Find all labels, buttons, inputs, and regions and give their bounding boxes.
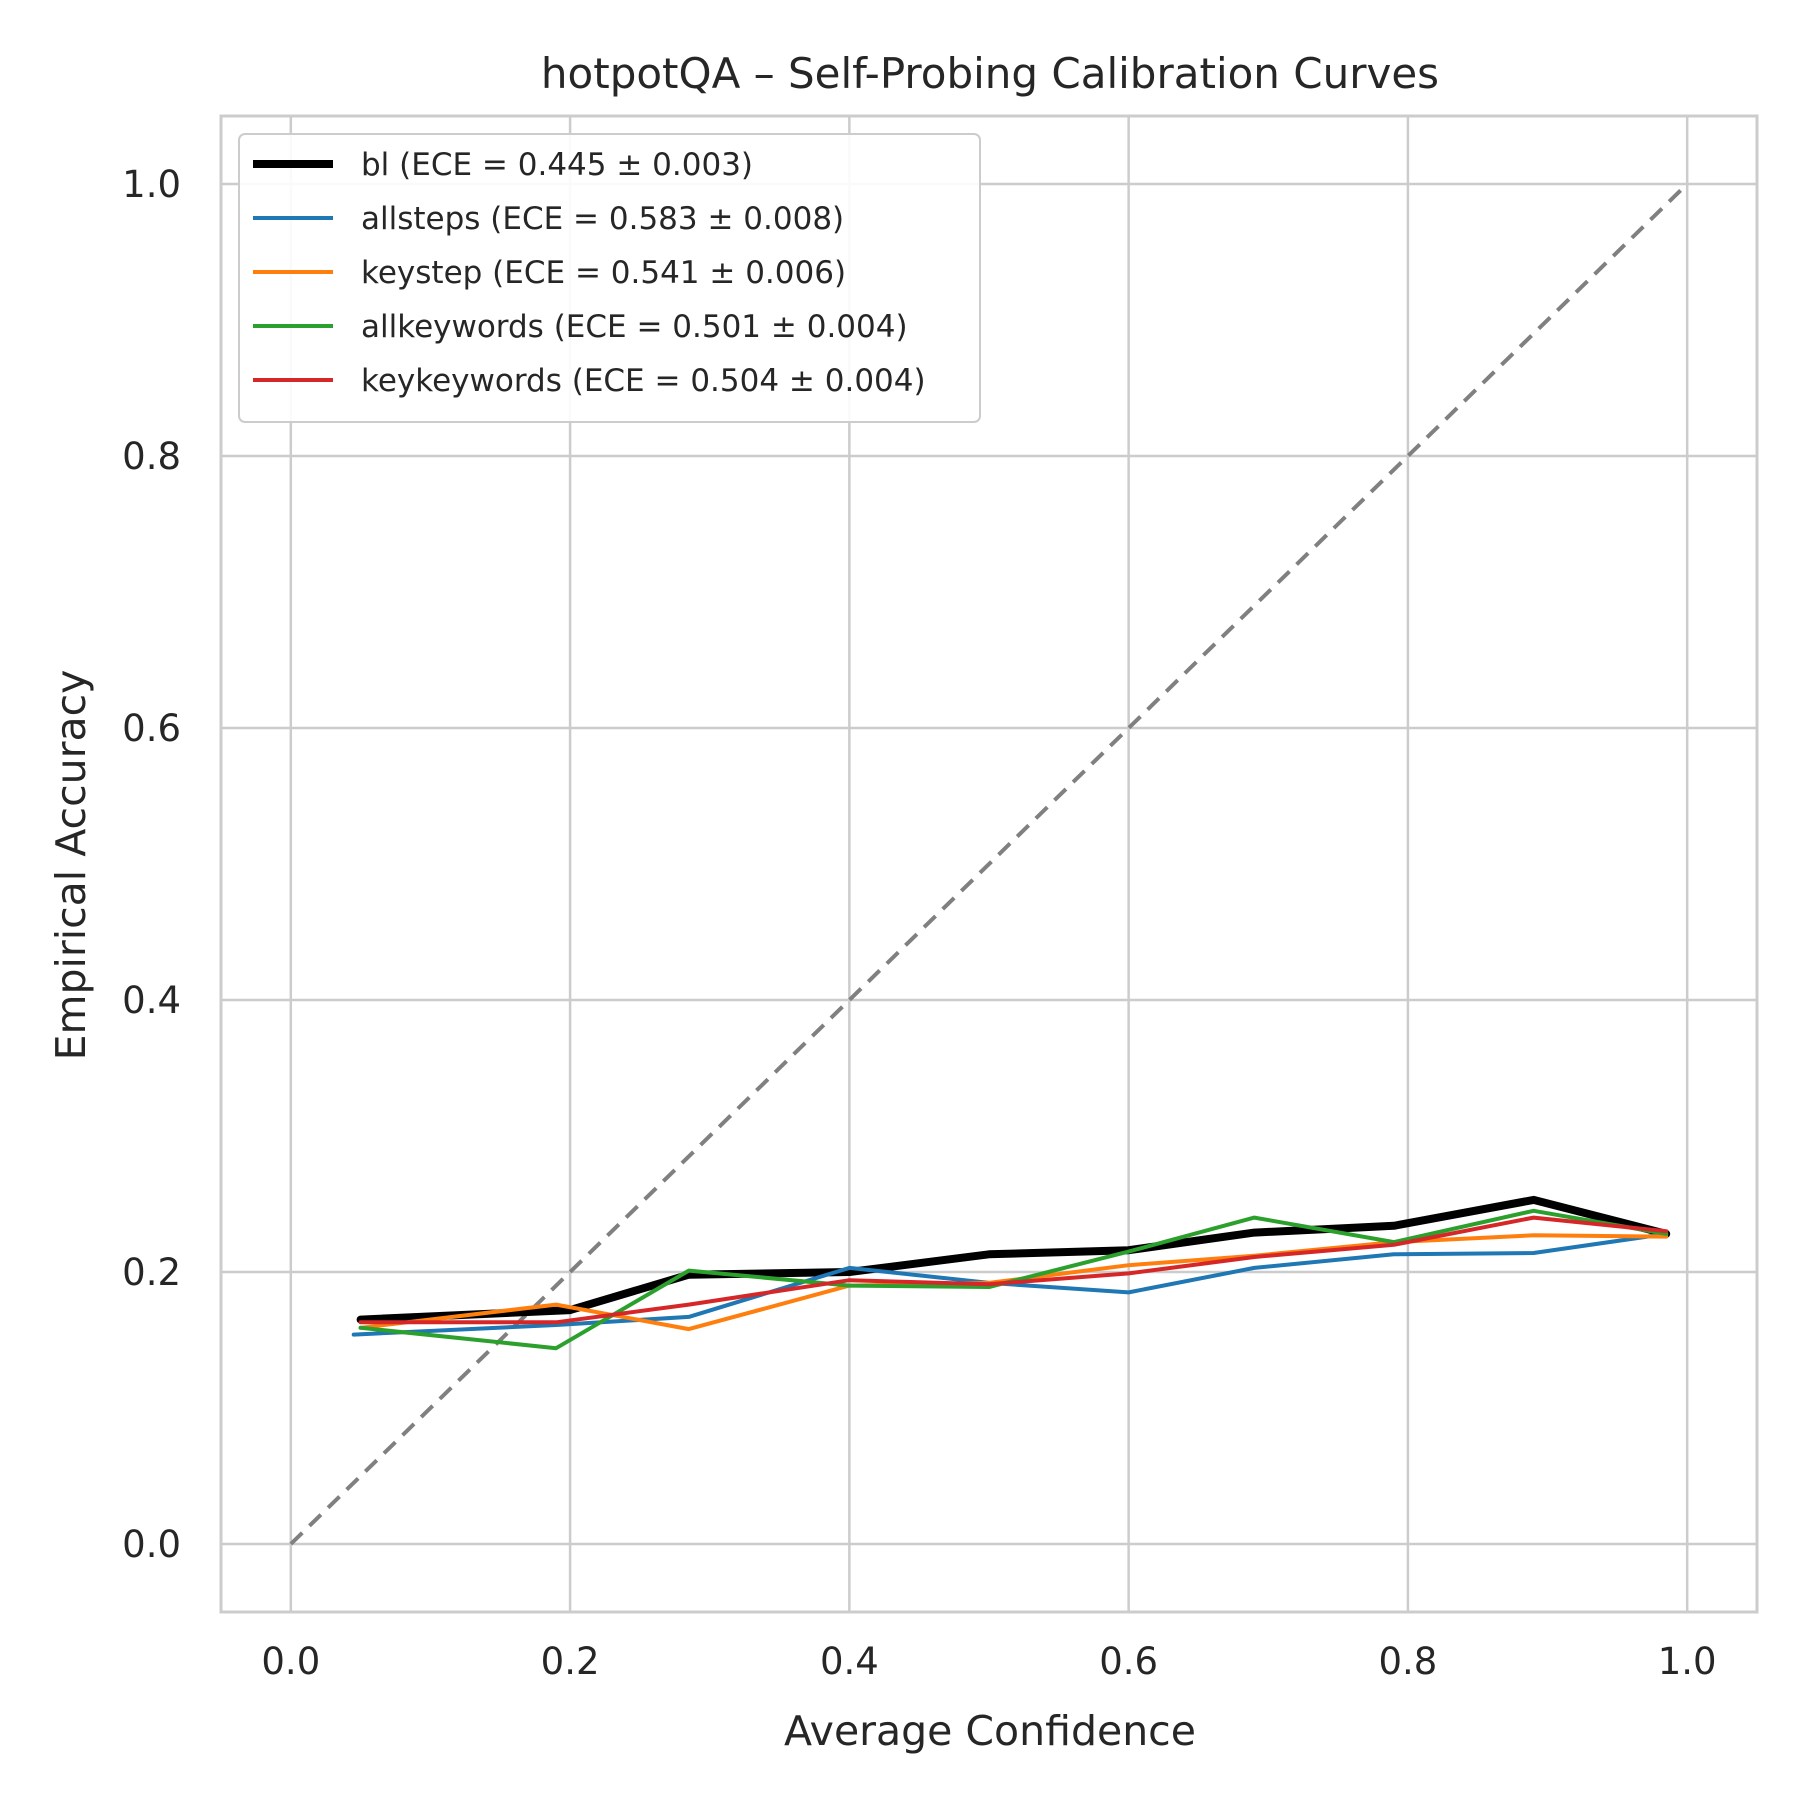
y-tick-label: 0.6	[122, 707, 181, 750]
x-tick-label: 1.0	[1658, 1640, 1717, 1683]
chart-title: hotpotQA – Self-Probing Calibration Curv…	[541, 49, 1439, 98]
x-tick-label: 0.0	[261, 1640, 320, 1683]
plot-frame	[219, 114, 1759, 1614]
series-layer	[351, 1195, 1671, 1351]
x-tick-label: 0.4	[820, 1640, 879, 1683]
x-tick-label: 0.6	[1099, 1640, 1158, 1683]
x-axis-label: Average Confidence	[784, 1707, 1196, 1755]
y-tick-labels: 0.0 0.2 0.4 0.6 0.8 1.0	[122, 163, 181, 1566]
perfect-calibration-line	[289, 182, 1689, 1546]
series-line-keystep	[358, 1233, 1669, 1332]
legend-label: allkeywords (ECE = 0.501 ± 0.004)	[361, 309, 908, 345]
y-tick-label: 0.8	[122, 435, 181, 478]
legend-box	[238, 133, 981, 423]
legend-label: allsteps (ECE = 0.583 ± 0.008)	[361, 201, 844, 237]
x-tick-label: 0.8	[1378, 1640, 1437, 1683]
series-line-bl	[356, 1195, 1671, 1324]
y-tick-label: 0.4	[122, 979, 181, 1022]
legend: bl (ECE = 0.445 ± 0.003) allsteps (ECE = …	[238, 133, 981, 423]
y-tick-label: 0.2	[122, 1251, 181, 1294]
series-line-keykeywords	[358, 1215, 1669, 1325]
series-line-allkeywords	[358, 1208, 1669, 1351]
x-tick-label: 0.2	[541, 1640, 600, 1683]
x-tick-labels: 0.0 0.2 0.4 0.6 0.8 1.0	[261, 1640, 1716, 1683]
y-tick-label: 1.0	[122, 163, 181, 206]
legend-label: bl (ECE = 0.445 ± 0.003)	[361, 147, 753, 183]
legend-label: keykeywords (ECE = 0.504 ± 0.004)	[361, 363, 926, 399]
y-tick-label: 0.0	[122, 1523, 181, 1566]
legend-label: keystep (ECE = 0.541 ± 0.006)	[361, 255, 846, 291]
y-axis-label: Empirical Accuracy	[47, 670, 95, 1061]
reference-diagonal	[289, 182, 1689, 1546]
series-line-allsteps	[351, 1231, 1669, 1337]
